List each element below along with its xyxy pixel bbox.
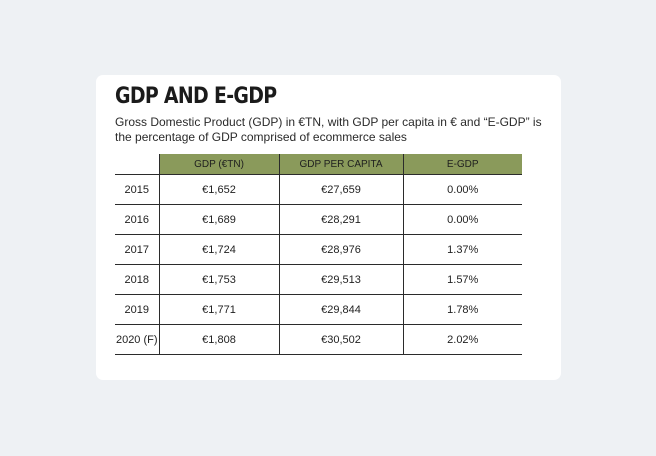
table-row: 2015 €1,652 €27,659 0.00% (115, 174, 522, 205)
header-gdp-per-capita: GDP PER CAPITA (278, 154, 403, 175)
gdp-per-capita-cell: €29,513 (278, 264, 403, 295)
year-cell: 2018 (115, 264, 159, 295)
header-e-gdp: E-GDP (402, 154, 522, 175)
gdp-card: GDP AND E-GDP Gross Domestic Product (GD… (96, 75, 561, 380)
gdp-cell: €1,808 (158, 324, 279, 355)
card-subtitle: Gross Domestic Product (GDP) in €TN, wit… (115, 115, 542, 144)
year-cell: 2019 (115, 294, 159, 325)
e-gdp-cell: 2.02% (402, 324, 522, 355)
gdp-per-capita-cell: €28,976 (278, 234, 403, 265)
header-year (115, 154, 159, 175)
year-cell: 2015 (115, 174, 159, 205)
gdp-cell: €1,753 (158, 264, 279, 295)
header-gdp: GDP (€TN) (158, 154, 279, 175)
e-gdp-cell: 0.00% (402, 174, 522, 205)
e-gdp-cell: 1.37% (402, 234, 522, 265)
gdp-cell: €1,724 (158, 234, 279, 265)
year-cell: 2016 (115, 204, 159, 235)
card-title: GDP AND E-GDP (115, 84, 277, 109)
table-row: 2016 €1,689 €28,291 0.00% (115, 204, 522, 235)
year-cell: 2020 (F) (115, 324, 159, 355)
table-row: 2017 €1,724 €28,976 1.37% (115, 234, 522, 265)
gdp-cell: €1,652 (158, 174, 279, 205)
gdp-per-capita-cell: €28,291 (278, 204, 403, 235)
table-row: 2019 €1,771 €29,844 1.78% (115, 294, 522, 325)
gdp-per-capita-cell: €30,502 (278, 324, 403, 355)
gdp-cell: €1,689 (158, 204, 279, 235)
gdp-per-capita-cell: €27,659 (278, 174, 403, 205)
table-header-row: GDP (€TN) GDP PER CAPITA E-GDP (115, 154, 522, 175)
gdp-per-capita-cell: €29,844 (278, 294, 403, 325)
e-gdp-cell: 1.78% (402, 294, 522, 325)
e-gdp-cell: 1.57% (402, 264, 522, 295)
year-cell: 2017 (115, 234, 159, 265)
table-row: 2020 (F) €1,808 €30,502 2.02% (115, 324, 522, 355)
table-row: 2018 €1,753 €29,513 1.57% (115, 264, 522, 295)
gdp-table: GDP (€TN) GDP PER CAPITA E-GDP 2015 €1,6… (115, 154, 522, 355)
gdp-cell: €1,771 (158, 294, 279, 325)
e-gdp-cell: 0.00% (402, 204, 522, 235)
